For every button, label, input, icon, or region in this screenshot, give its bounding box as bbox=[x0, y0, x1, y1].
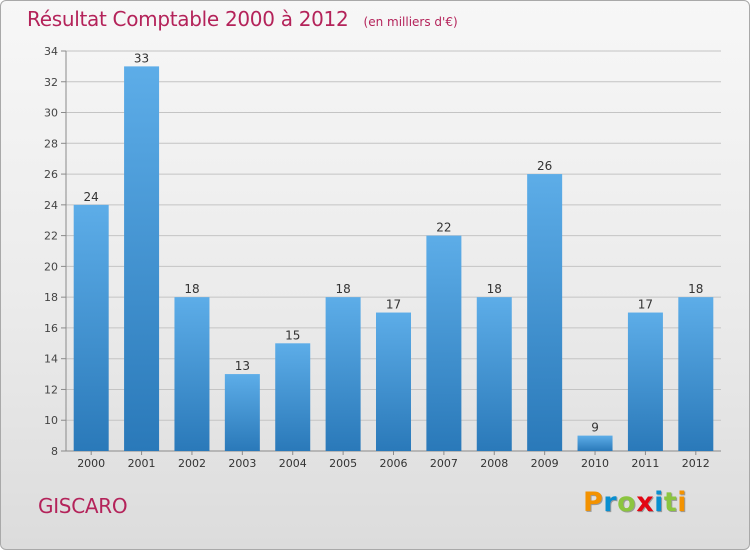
bar-value-label: 18 bbox=[335, 282, 350, 296]
bar-value-label: 26 bbox=[537, 159, 552, 173]
bar-value-label: 18 bbox=[487, 282, 502, 296]
y-tick-label: 28 bbox=[44, 137, 58, 150]
chart-title-block: Résultat Comptable 2000 à 2012 (en milli… bbox=[27, 7, 458, 31]
y-tick-label: 8 bbox=[51, 445, 58, 458]
y-tick-label: 20 bbox=[44, 260, 58, 273]
bar-value-label: 24 bbox=[84, 190, 99, 204]
bar bbox=[577, 435, 613, 451]
bar-value-label: 17 bbox=[638, 298, 653, 312]
x-tick-label: 2007 bbox=[430, 457, 458, 470]
bar bbox=[476, 297, 512, 451]
bar bbox=[627, 312, 663, 451]
bar-value-label: 13 bbox=[235, 359, 250, 373]
logo-letter: P bbox=[583, 487, 604, 518]
logo-letter: r bbox=[603, 487, 618, 518]
y-tick-label: 26 bbox=[44, 168, 58, 181]
x-tick-label: 2001 bbox=[128, 457, 156, 470]
bar-value-label: 9 bbox=[591, 421, 599, 435]
x-tick-label: 2008 bbox=[480, 457, 508, 470]
chart-title: Résultat Comptable 2000 à 2012 bbox=[27, 7, 349, 31]
logo-letter: o bbox=[617, 487, 637, 518]
logo-letter: i bbox=[677, 487, 688, 518]
bar-value-label: 17 bbox=[386, 298, 401, 312]
bar bbox=[527, 174, 563, 452]
bar bbox=[376, 312, 411, 451]
y-tick-label: 32 bbox=[44, 76, 58, 89]
x-tick-label: 2005 bbox=[329, 457, 357, 470]
logo-letter: i bbox=[654, 487, 664, 518]
logo-letter: t bbox=[663, 487, 678, 518]
bar-value-label: 22 bbox=[436, 221, 451, 235]
bar bbox=[678, 297, 714, 451]
x-tick-label: 2002 bbox=[178, 457, 206, 470]
y-tick-label: 12 bbox=[44, 383, 58, 396]
y-tick-label: 18 bbox=[44, 291, 58, 304]
chart-unit: (en milliers d'€) bbox=[363, 15, 458, 29]
y-tick-label: 14 bbox=[44, 353, 58, 366]
x-tick-label: 2003 bbox=[228, 457, 256, 470]
x-tick-label: 2006 bbox=[380, 457, 408, 470]
bar-value-label: 33 bbox=[134, 51, 149, 65]
y-tick-label: 34 bbox=[44, 45, 58, 58]
logo-letter: x bbox=[636, 487, 655, 518]
proxiti-logo: Proxiti bbox=[583, 487, 687, 518]
bar bbox=[426, 235, 462, 451]
commune-name: GISCARO bbox=[38, 494, 128, 518]
y-tick-label: 10 bbox=[44, 414, 58, 427]
y-tick-label: 22 bbox=[44, 230, 58, 243]
x-tick-label: 2004 bbox=[279, 457, 307, 470]
bar-value-label: 15 bbox=[285, 328, 300, 342]
y-tick-label: 24 bbox=[44, 199, 58, 212]
x-tick-label: 2010 bbox=[581, 457, 609, 470]
bar bbox=[124, 66, 160, 451]
bar-value-label: 18 bbox=[688, 282, 703, 296]
x-tick-label: 2012 bbox=[682, 457, 710, 470]
x-tick-label: 2000 bbox=[77, 457, 105, 470]
bar bbox=[275, 343, 311, 451]
bar-value-label: 18 bbox=[184, 282, 199, 296]
bar bbox=[325, 297, 361, 451]
y-tick-label: 30 bbox=[44, 107, 58, 120]
bar bbox=[73, 204, 109, 451]
bar bbox=[224, 374, 260, 451]
bar bbox=[174, 297, 210, 451]
x-tick-label: 2011 bbox=[631, 457, 659, 470]
x-tick-label: 2009 bbox=[531, 457, 559, 470]
y-tick-label: 16 bbox=[44, 322, 58, 335]
